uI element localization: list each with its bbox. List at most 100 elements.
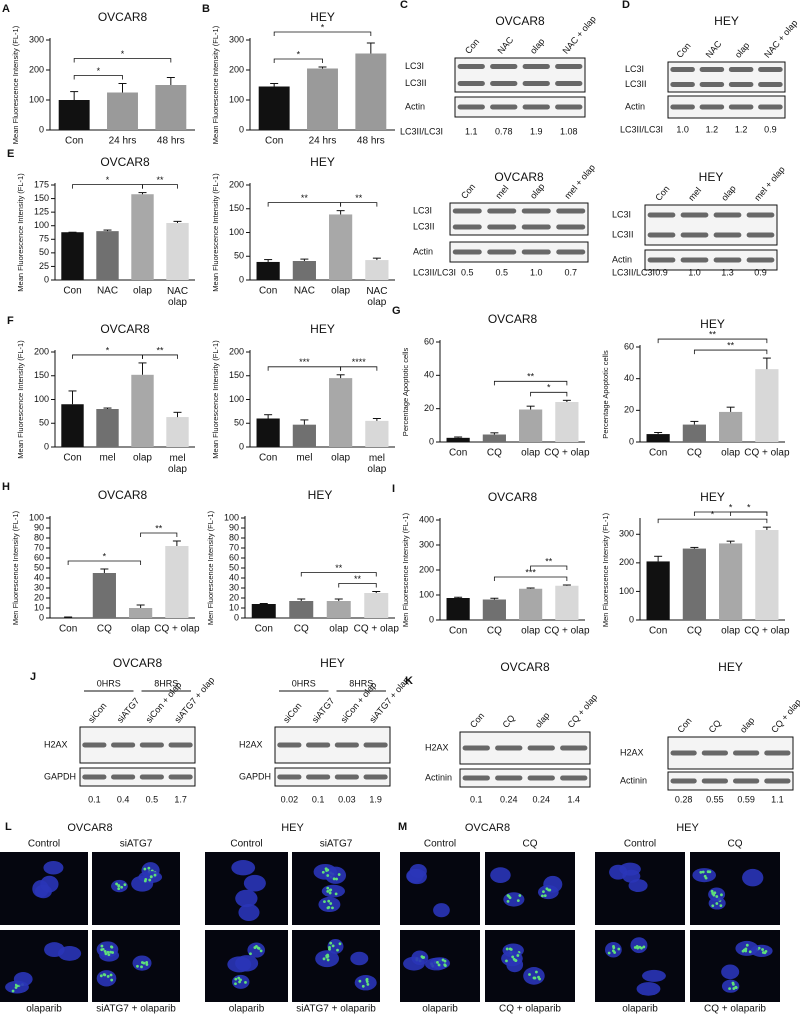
ratio-label: LC3II/LC3I — [413, 267, 456, 277]
x-tick-label: olap — [331, 453, 350, 464]
band — [168, 774, 193, 780]
bottom-label: olaparib — [229, 1004, 265, 1015]
band — [680, 212, 709, 218]
nucleus — [318, 896, 341, 913]
significance-bracket — [73, 58, 172, 63]
y-tick-label: 50 — [39, 418, 49, 428]
blot-box — [644, 204, 778, 246]
chart-title: OVCAR8 — [488, 312, 538, 326]
significance-label: * — [711, 510, 715, 520]
foci — [329, 941, 333, 945]
significance-bracket — [657, 518, 768, 524]
foci — [715, 895, 719, 898]
band-label: H2AX — [44, 739, 68, 749]
ratio-value: 1.7 — [174, 794, 187, 804]
significance-label: * — [106, 175, 110, 185]
bar — [329, 214, 353, 280]
foci — [443, 959, 447, 963]
chart-title: OVCAR8 — [100, 322, 150, 336]
significance-label: * — [103, 551, 107, 561]
ratio-value: 1.9 — [530, 126, 543, 136]
foci — [421, 956, 425, 959]
band — [713, 257, 742, 263]
bottom-label: olaparib — [26, 1004, 62, 1015]
foci — [607, 951, 611, 955]
band — [758, 104, 783, 110]
band — [527, 745, 555, 751]
y-tick-label: 100 — [34, 394, 49, 404]
nucleus — [742, 868, 764, 887]
ratio-value: 0.1 — [312, 794, 325, 804]
band-label: LC3I — [612, 209, 631, 219]
ratio-value: 0.1 — [88, 794, 101, 804]
bar — [646, 561, 670, 620]
foci — [437, 963, 441, 967]
y-tick-label: 200 — [229, 64, 244, 74]
y-axis-label: Men Fluorescence Intensity (FL-1) — [601, 512, 610, 627]
x-tick-label: olap — [133, 453, 152, 464]
nucleus — [231, 860, 256, 876]
y-axis-label: Mean Fluorescence Intensity (FL-1) — [211, 173, 220, 292]
y-tick-label: 200 — [29, 64, 44, 74]
chart-title: OVCAR8 — [100, 155, 150, 169]
foci — [117, 884, 121, 887]
x-tick-label: mel olap — [168, 453, 187, 475]
y-tick-label: 60 — [229, 552, 239, 562]
bar — [61, 232, 84, 280]
y-tick-label: 50 — [234, 251, 244, 261]
foci — [115, 882, 119, 886]
band — [452, 249, 482, 255]
ratio-value: 0.7 — [564, 267, 577, 277]
bar — [446, 437, 470, 442]
column-label: CQ — [728, 839, 743, 850]
y-tick-label: 100 — [29, 94, 44, 104]
band — [758, 67, 783, 72]
y-tick-label: 0 — [629, 436, 634, 446]
y-axis-label: Percentage Apoptotic cells — [601, 350, 610, 439]
band — [680, 232, 709, 238]
group-title: HEY — [676, 822, 699, 834]
y-tick-label: 100 — [224, 512, 239, 522]
band-label: LC3I — [413, 205, 432, 215]
y-tick-label: 20 — [624, 405, 634, 415]
nucleus — [501, 950, 523, 967]
lane-label: olap — [738, 715, 757, 734]
foci — [719, 904, 723, 908]
blot-title: HEY — [714, 14, 739, 28]
foci — [148, 878, 152, 882]
panel-letter: H — [2, 481, 10, 493]
band — [168, 742, 193, 748]
band — [462, 775, 490, 781]
foci — [249, 952, 252, 956]
y-axis-label: Mean Fluorescence Intensity (FL-1) — [16, 173, 25, 292]
bar — [682, 424, 706, 442]
band-label: LC3I — [625, 64, 644, 74]
x-tick-label: CQ + olap — [354, 624, 400, 635]
band — [733, 778, 760, 784]
chart-title: HEY — [700, 317, 725, 331]
significance-label: * — [729, 502, 733, 512]
bar — [482, 599, 506, 620]
chart-title: OVCAR8 — [98, 488, 148, 502]
foci — [712, 893, 716, 897]
bar — [58, 100, 90, 130]
bar — [755, 530, 779, 620]
x-tick-label: NAC olap — [167, 286, 188, 308]
significance-bracket — [273, 58, 323, 63]
x-tick-label: CQ — [487, 626, 502, 637]
nucleus — [40, 875, 59, 893]
band — [457, 64, 485, 69]
foci — [334, 892, 338, 896]
ratio-value: 0.5 — [461, 267, 474, 277]
y-tick-label: 30 — [34, 582, 44, 592]
band — [699, 104, 725, 110]
y-tick-label: 40 — [34, 572, 44, 582]
y-tick-label: 50 — [34, 562, 44, 572]
group-label: 8HRS — [154, 678, 178, 688]
band — [560, 745, 588, 751]
bottom-label: CQ + olaparib — [499, 1004, 561, 1015]
lane-label: olap — [528, 36, 547, 55]
significance-label: ** — [335, 563, 343, 573]
lane-label: olap — [533, 710, 552, 729]
blot-title: HEY — [718, 660, 743, 674]
